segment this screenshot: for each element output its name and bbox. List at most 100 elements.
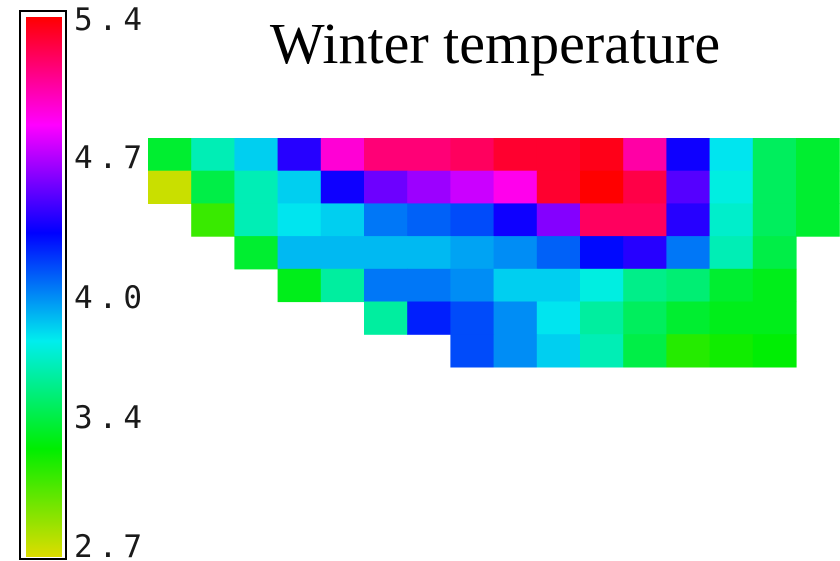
heatmap-cell: [320, 236, 365, 270]
heatmap-cell: [493, 170, 538, 204]
heatmap-cell: [709, 334, 754, 368]
heatmap-cell: [752, 236, 797, 270]
heatmap-cell: [450, 138, 495, 172]
heatmap-cell: [407, 268, 451, 303]
heatmap-cell: [796, 138, 840, 172]
heatmap-cell: [407, 301, 451, 335]
heatmap-cell: [320, 268, 365, 303]
heatmap-cell: [364, 236, 408, 270]
heatmap-cell: [407, 170, 451, 204]
chart-title: Winter temperature: [270, 11, 720, 76]
heatmap-cells: [148, 138, 840, 368]
heatmap-cell: [364, 203, 408, 237]
heatmap-cell: [234, 138, 279, 172]
heatmap-cell: [191, 170, 235, 204]
heatmap-cell: [536, 334, 581, 368]
heatmap-cell: [493, 236, 538, 270]
heatmap-cell: [277, 138, 322, 172]
heatmap-cell: [666, 236, 711, 270]
heatmap-cell: [493, 301, 538, 335]
heatmap-cell: [536, 236, 581, 270]
heatmap-cell: [752, 138, 797, 172]
heatmap-cell: [709, 138, 754, 172]
heatmap-cell: [407, 236, 451, 270]
heatmap-cell: [536, 301, 581, 335]
heatmap-cell: [623, 203, 667, 237]
heatmap-cell: [709, 170, 754, 204]
heatmap-cell: [536, 268, 581, 303]
heatmap-cell: [493, 138, 538, 172]
heatmap-cell: [148, 138, 192, 172]
heatmap-cell: [364, 170, 408, 204]
heatmap-cell: [320, 170, 365, 204]
heatmap-cell: [493, 334, 538, 368]
heatmap-cell: [709, 236, 754, 270]
heatmap-cell: [450, 268, 495, 303]
heatmap-cell: [623, 138, 667, 172]
heatmap-cell: [666, 138, 711, 172]
heatmap-cell: [580, 236, 624, 270]
heatmap-cell: [709, 203, 754, 237]
heatmap-cell: [752, 301, 797, 335]
heatmap-cell: [623, 268, 667, 303]
heatmap-cell: [493, 268, 538, 303]
heatmap-cell: [623, 236, 667, 270]
heatmap-cell: [752, 170, 797, 204]
colorbar-ticks: 5.4 4.7 4.0 3.4 2.7: [74, 2, 148, 561]
heatmap-cell: [277, 236, 322, 270]
heatmap-cell: [450, 334, 495, 368]
heatmap-cell: [709, 301, 754, 335]
colorbar-tick-label: 2.7: [74, 529, 148, 561]
heatmap-cell: [580, 334, 624, 368]
heatmap-cell: [666, 334, 711, 368]
heatmap-cell: [320, 203, 365, 237]
heatmap-cell: [234, 203, 279, 237]
heatmap-cell: [450, 236, 495, 270]
colorbar-tick-label: 4.0: [74, 280, 148, 316]
colorbar-fill: [26, 17, 62, 557]
colorbar-frame: [19, 10, 67, 560]
heatmap-cell: [666, 268, 711, 303]
heatmap-cell: [752, 268, 797, 303]
colorbar: [19, 10, 67, 560]
heatmap-cell: [234, 170, 279, 204]
heatmap-cell: [666, 170, 711, 204]
heatmap-cell: [277, 170, 322, 204]
heatmap-cell: [234, 236, 279, 270]
heatmap-cell: [450, 203, 495, 237]
heatmap-cell: [277, 203, 322, 237]
colorbar-tick-label: 4.7: [74, 140, 148, 176]
heatmap-cell: [623, 301, 667, 335]
heatmap-cell: [364, 138, 408, 172]
heatmap-cell: [796, 203, 840, 237]
heatmap-cell: [364, 268, 408, 303]
heatmap-cell: [709, 268, 754, 303]
heatmap-cell: [580, 268, 624, 303]
heatmap-cell: [148, 170, 192, 204]
heatmap-cell: [580, 301, 624, 335]
heatmap-cell: [666, 203, 711, 237]
heatmap-cell: [752, 334, 797, 368]
heatmap-cell: [580, 138, 624, 172]
heatmap-cell: [580, 203, 624, 237]
heatmap-cell: [752, 203, 797, 237]
heatmap-cell: [320, 138, 365, 172]
heatmap-cell: [277, 268, 322, 303]
heatmap-cell: [450, 170, 495, 204]
heatmap-cell: [536, 138, 581, 172]
heatmap-cell: [493, 203, 538, 237]
heatmap-cell: [796, 170, 840, 204]
heatmap-cell: [364, 301, 408, 335]
heatmap-cell: [580, 170, 624, 204]
heatmap-cell: [536, 203, 581, 237]
heatmap-cell: [407, 203, 451, 237]
heatmap-cell: [623, 334, 667, 368]
colorbar-tick-label: 5.4: [74, 2, 148, 38]
heatmap-cell: [666, 301, 711, 335]
colorbar-tick-label: 3.4: [74, 400, 148, 436]
heatmap-cell: [623, 170, 667, 204]
heatmap-cell: [450, 301, 495, 335]
heatmap-cell: [191, 138, 235, 172]
heatmap-cell: [191, 203, 235, 237]
